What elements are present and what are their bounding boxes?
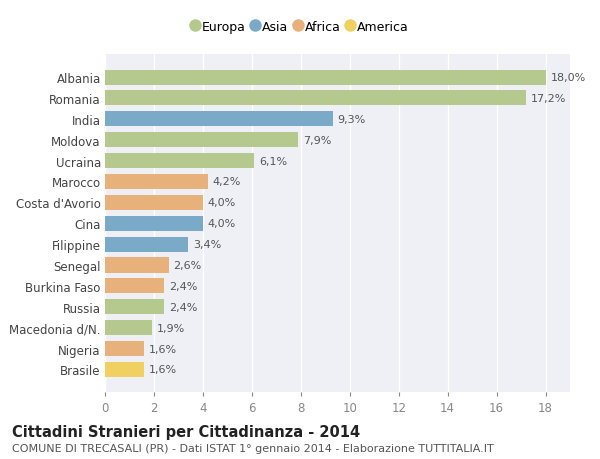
Text: 9,3%: 9,3%: [337, 115, 366, 124]
Text: 3,4%: 3,4%: [193, 240, 221, 250]
Text: 6,1%: 6,1%: [259, 156, 287, 166]
Bar: [105, 91, 526, 106]
Bar: [105, 133, 298, 148]
Text: 1,6%: 1,6%: [149, 364, 177, 375]
Text: COMUNE DI TRECASALI (PR) - Dati ISTAT 1° gennaio 2014 - Elaborazione TUTTITALIA.: COMUNE DI TRECASALI (PR) - Dati ISTAT 1°…: [12, 443, 494, 453]
Bar: [105, 70, 545, 85]
Text: 17,2%: 17,2%: [531, 94, 566, 104]
Text: 7,9%: 7,9%: [303, 135, 332, 146]
Bar: [105, 341, 144, 356]
Bar: [105, 154, 254, 169]
Legend: Europa, Asia, Africa, America: Europa, Asia, Africa, America: [188, 17, 412, 38]
Bar: [105, 362, 144, 377]
Bar: [105, 258, 169, 273]
Bar: [105, 279, 164, 294]
Bar: [105, 300, 164, 314]
Text: 2,4%: 2,4%: [169, 281, 197, 291]
Text: 18,0%: 18,0%: [550, 73, 586, 83]
Text: 4,2%: 4,2%: [212, 177, 241, 187]
Text: 4,0%: 4,0%: [208, 219, 236, 229]
Text: 2,6%: 2,6%: [173, 260, 202, 270]
Bar: [105, 320, 151, 336]
Text: 1,9%: 1,9%: [157, 323, 185, 333]
Text: 1,6%: 1,6%: [149, 344, 177, 354]
Bar: [105, 237, 188, 252]
Bar: [105, 112, 332, 127]
Bar: [105, 174, 208, 190]
Text: 2,4%: 2,4%: [169, 302, 197, 312]
Text: Cittadini Stranieri per Cittadinanza - 2014: Cittadini Stranieri per Cittadinanza - 2…: [12, 425, 360, 440]
Bar: [105, 196, 203, 210]
Text: 4,0%: 4,0%: [208, 198, 236, 208]
Bar: [105, 216, 203, 231]
